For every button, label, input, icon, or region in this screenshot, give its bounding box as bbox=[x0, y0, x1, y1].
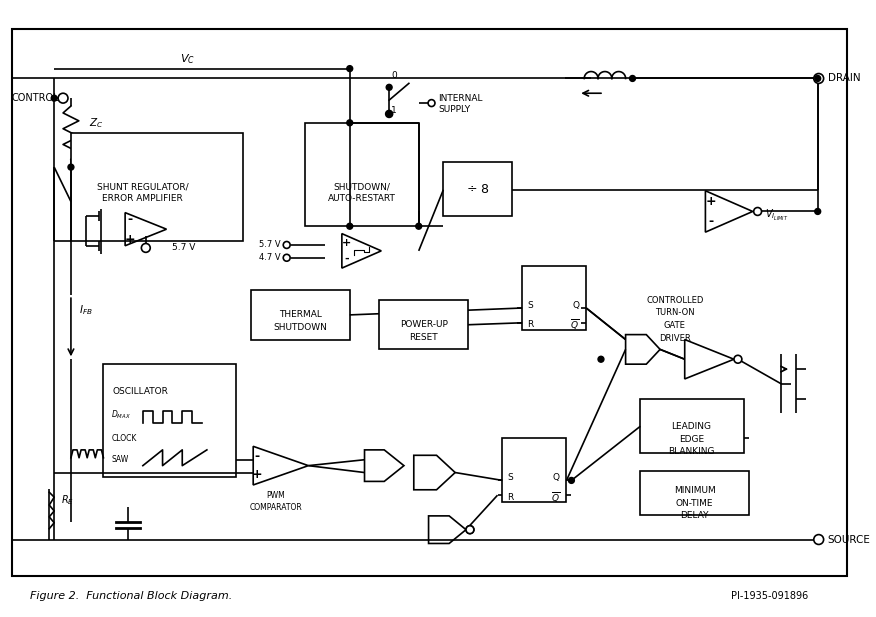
Bar bbox=[379, 300, 468, 349]
Text: EDGE: EDGE bbox=[679, 434, 704, 444]
Circle shape bbox=[68, 164, 74, 170]
Text: -: - bbox=[709, 215, 714, 228]
Text: +: + bbox=[124, 233, 136, 246]
Text: $R_E$: $R_E$ bbox=[61, 493, 74, 507]
Text: -: - bbox=[128, 213, 132, 226]
Bar bbox=[71, 133, 244, 241]
Text: CONTROL: CONTROL bbox=[11, 93, 60, 103]
Text: PWM: PWM bbox=[266, 491, 286, 500]
Text: ERROR AMPLIFIER: ERROR AMPLIFIER bbox=[102, 194, 183, 203]
Text: $I_{FB}$: $I_{FB}$ bbox=[79, 303, 93, 317]
Bar bbox=[503, 438, 567, 502]
Circle shape bbox=[347, 120, 353, 126]
Circle shape bbox=[466, 526, 474, 534]
Text: $\overline{Q}$: $\overline{Q}$ bbox=[550, 490, 560, 505]
Text: AUTO-RESTART: AUTO-RESTART bbox=[328, 194, 395, 203]
Text: S: S bbox=[527, 300, 533, 310]
Bar bbox=[103, 364, 237, 478]
Text: RESET: RESET bbox=[409, 333, 438, 342]
Bar bbox=[522, 266, 586, 329]
Circle shape bbox=[466, 526, 474, 534]
Text: Figure 2.  Functional Block Diagram.: Figure 2. Functional Block Diagram. bbox=[30, 590, 232, 601]
Text: $V_C$: $V_C$ bbox=[180, 52, 194, 65]
Text: SUPPLY: SUPPLY bbox=[438, 106, 470, 115]
Text: PI-1935-091896: PI-1935-091896 bbox=[731, 590, 808, 601]
Circle shape bbox=[141, 244, 151, 252]
Bar bbox=[11, 29, 847, 576]
Text: LEADING: LEADING bbox=[672, 422, 711, 431]
Text: SHUTDOWN: SHUTDOWN bbox=[273, 323, 328, 332]
Circle shape bbox=[386, 85, 392, 90]
Text: $V_{I_{LIMIT}}$: $V_{I_{LIMIT}}$ bbox=[765, 208, 788, 223]
Text: Q: Q bbox=[572, 300, 579, 310]
Circle shape bbox=[386, 111, 392, 117]
Text: +: + bbox=[251, 468, 263, 481]
Text: +: + bbox=[343, 238, 351, 248]
Circle shape bbox=[814, 534, 823, 544]
Bar bbox=[640, 471, 749, 515]
Text: OSCILLATOR: OSCILLATOR bbox=[113, 387, 169, 396]
Bar bbox=[306, 123, 419, 226]
Text: SOURCE: SOURCE bbox=[828, 534, 871, 545]
Circle shape bbox=[815, 75, 821, 81]
Text: BLANKING: BLANKING bbox=[668, 447, 715, 457]
Circle shape bbox=[283, 241, 290, 249]
Circle shape bbox=[51, 95, 57, 101]
Text: GATE: GATE bbox=[664, 321, 686, 330]
Text: R: R bbox=[527, 320, 533, 329]
Circle shape bbox=[814, 73, 823, 83]
Text: ON-TIME: ON-TIME bbox=[675, 499, 713, 508]
Circle shape bbox=[347, 65, 353, 72]
Text: $\div$ 8: $\div$ 8 bbox=[466, 183, 490, 196]
Circle shape bbox=[428, 99, 435, 107]
Text: -: - bbox=[255, 450, 259, 463]
Bar bbox=[251, 290, 350, 339]
Text: 5.7 V: 5.7 V bbox=[259, 241, 281, 249]
Circle shape bbox=[734, 355, 742, 363]
Text: 5.7 V: 5.7 V bbox=[173, 244, 195, 252]
Text: POWER-UP: POWER-UP bbox=[399, 320, 448, 329]
Text: TURN-ON: TURN-ON bbox=[655, 308, 695, 317]
Circle shape bbox=[598, 356, 604, 362]
Text: -: - bbox=[344, 254, 350, 263]
Circle shape bbox=[416, 223, 421, 229]
Text: COMPARATOR: COMPARATOR bbox=[250, 502, 302, 511]
Text: SHUNT REGULATOR/: SHUNT REGULATOR/ bbox=[97, 183, 188, 191]
Bar bbox=[640, 399, 744, 453]
Text: DRAIN: DRAIN bbox=[828, 73, 860, 83]
Text: 1: 1 bbox=[392, 107, 397, 115]
Circle shape bbox=[347, 223, 353, 229]
Text: CONTROLLED: CONTROLLED bbox=[646, 296, 703, 305]
Text: SAW: SAW bbox=[111, 455, 129, 464]
Circle shape bbox=[385, 110, 392, 117]
Text: 0: 0 bbox=[392, 71, 397, 80]
Text: CLOCK: CLOCK bbox=[111, 434, 137, 442]
Circle shape bbox=[283, 254, 290, 261]
Text: Q: Q bbox=[553, 473, 560, 482]
Text: 4.7 V: 4.7 V bbox=[259, 253, 281, 262]
Bar bbox=[443, 162, 512, 217]
Text: MINIMUM: MINIMUM bbox=[674, 486, 716, 495]
Text: SHUTDOWN/: SHUTDOWN/ bbox=[333, 183, 390, 191]
Circle shape bbox=[815, 209, 821, 215]
Text: R: R bbox=[507, 492, 513, 502]
Circle shape bbox=[630, 75, 635, 81]
Text: $D_{MAX}$: $D_{MAX}$ bbox=[111, 408, 131, 421]
Text: DELAY: DELAY bbox=[681, 511, 709, 520]
Circle shape bbox=[58, 93, 68, 103]
Text: $\overline{Q}$: $\overline{Q}$ bbox=[570, 317, 579, 332]
Text: +: + bbox=[706, 195, 717, 208]
Text: THERMAL: THERMAL bbox=[279, 310, 321, 320]
Text: INTERNAL: INTERNAL bbox=[438, 94, 483, 102]
Text: DRIVER: DRIVER bbox=[659, 334, 691, 343]
Text: S: S bbox=[507, 473, 513, 482]
Circle shape bbox=[753, 207, 761, 215]
Circle shape bbox=[569, 478, 575, 483]
Text: $Z_C$: $Z_C$ bbox=[88, 116, 103, 130]
